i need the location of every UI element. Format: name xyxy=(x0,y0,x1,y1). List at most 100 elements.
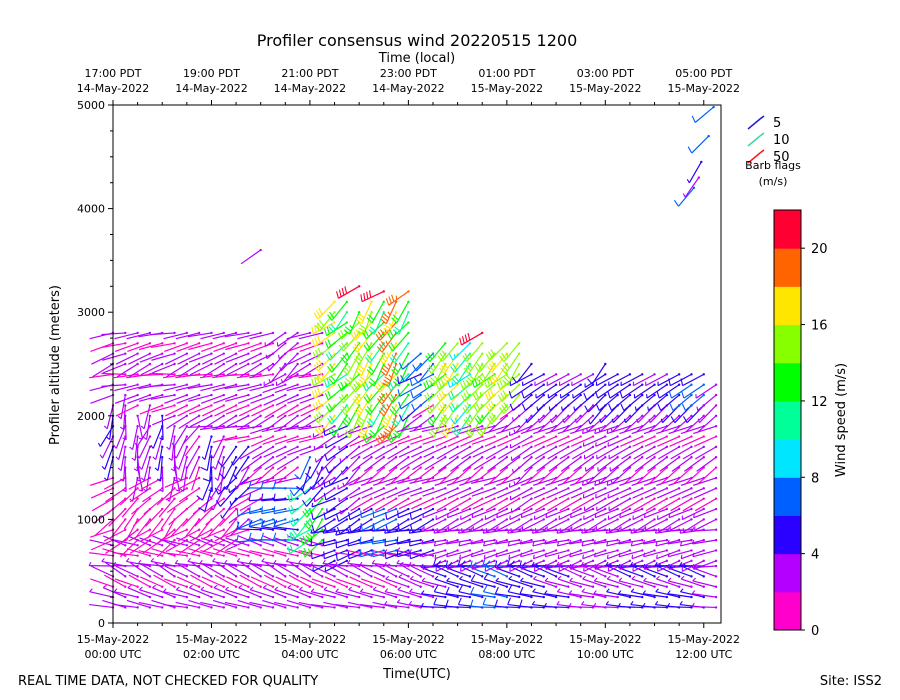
wind-barb-flag xyxy=(459,337,462,346)
wind-barb-flag xyxy=(490,400,495,408)
wind-barb-base xyxy=(234,456,238,459)
wind-barb-base xyxy=(591,373,595,376)
wind-barb-base xyxy=(296,456,299,459)
wind-barb-base xyxy=(567,518,570,521)
wind-barb-base xyxy=(493,606,496,609)
wind-barb-base xyxy=(124,404,127,407)
wind-barb xyxy=(226,576,249,588)
wind-barb-flag xyxy=(611,418,614,423)
wind-barb xyxy=(596,498,618,512)
wind-barb xyxy=(409,425,434,433)
wind-barb-flag xyxy=(386,403,390,408)
wind-barb-flag xyxy=(310,561,314,566)
wind-barb-flag xyxy=(439,404,445,412)
wind-barb-base xyxy=(161,595,164,599)
wind-barb-flag xyxy=(156,478,161,482)
wind-barb-flag xyxy=(446,513,449,518)
wind-barb-flag xyxy=(388,296,392,304)
wind-barb xyxy=(606,425,631,435)
wind-barb-flag xyxy=(474,366,480,373)
wind-barb xyxy=(299,394,323,404)
wind-barb xyxy=(437,456,458,472)
wind-barb-flag xyxy=(355,380,361,388)
wind-barb-base xyxy=(530,445,533,449)
wind-barb-base xyxy=(197,544,201,547)
wind-barb xyxy=(510,487,532,501)
wind-barb xyxy=(648,415,668,433)
wind-barb xyxy=(691,135,710,154)
wind-barb xyxy=(342,456,360,475)
wind-barb-flag xyxy=(397,523,400,531)
wind-barb-base xyxy=(653,373,656,376)
wind-barb-flag xyxy=(424,394,429,402)
wind-barb-flag xyxy=(461,336,465,344)
wind-barb-base xyxy=(456,518,459,521)
wind-barb-flag xyxy=(387,311,391,316)
wind-barb-flag xyxy=(400,375,405,382)
wind-barb xyxy=(441,394,459,414)
wind-barb xyxy=(239,498,261,512)
wind-barb-flag xyxy=(453,427,460,434)
wind-barb-base xyxy=(136,393,139,397)
wind-barb-flag xyxy=(489,388,494,397)
wind-barb-flag xyxy=(200,586,205,591)
wind-barb xyxy=(412,518,434,533)
wind-barb-flag xyxy=(426,392,431,400)
wind-barb-base xyxy=(641,585,644,588)
wind-barb xyxy=(596,446,618,460)
wind-barb xyxy=(570,567,594,577)
wind-barb-base xyxy=(530,456,533,459)
wind-barb-flag xyxy=(359,536,362,544)
wind-barb-base xyxy=(394,575,398,578)
wind-barb xyxy=(451,467,471,485)
wind-barb-base xyxy=(702,585,705,588)
wind-barb xyxy=(323,539,347,547)
wind-barb-flag xyxy=(446,577,450,582)
wind-barb-flag xyxy=(420,563,424,568)
wind-barb-flag xyxy=(328,481,332,486)
wind-barb-flag xyxy=(390,342,396,349)
wind-barb-flag xyxy=(463,392,468,400)
wind-barb xyxy=(374,498,397,512)
wind-barb xyxy=(657,508,680,521)
wind-barb-flag xyxy=(324,328,328,336)
wind-barb-flag xyxy=(366,406,373,413)
wind-barb xyxy=(249,508,274,515)
wind-barb xyxy=(398,446,421,458)
wind-barb-flag xyxy=(274,586,279,591)
wind-barb-flag xyxy=(290,532,296,539)
wind-barb-flag xyxy=(273,493,276,501)
wind-barb xyxy=(399,563,421,577)
wind-barb xyxy=(544,539,569,545)
wind-barb-flag xyxy=(391,406,397,413)
wind-barb-flag xyxy=(617,563,621,568)
wind-barb-base xyxy=(567,595,570,599)
wind-barb xyxy=(249,526,274,531)
wind-barb xyxy=(623,394,643,411)
wind-barb-base xyxy=(407,487,410,490)
wind-barb-base xyxy=(653,383,656,386)
colorbar-bin xyxy=(774,248,801,287)
wind-barb-base xyxy=(124,518,127,521)
wind-barb-flag xyxy=(421,577,426,582)
wind-barb xyxy=(422,487,446,497)
wind-barb-base xyxy=(321,445,324,449)
wind-barb-base xyxy=(517,575,521,578)
wind-barb-base xyxy=(124,352,127,355)
wind-barb-flag xyxy=(657,403,662,411)
wind-barb-flag xyxy=(643,577,647,582)
wind-barb-base xyxy=(616,559,619,563)
wind-barb xyxy=(311,498,335,508)
wind-barb xyxy=(398,373,421,385)
wind-barb-flag xyxy=(382,382,389,388)
wind-barb xyxy=(312,508,335,521)
wind-barb-base xyxy=(505,595,509,599)
wind-barb-base xyxy=(284,414,287,417)
wind-barb-base xyxy=(407,507,410,511)
wind-barb-base xyxy=(677,549,681,552)
wind-barb-flag xyxy=(273,506,276,514)
wind-barb-base xyxy=(677,414,681,417)
wind-barb-flag xyxy=(196,495,203,501)
wind-barb xyxy=(299,446,323,456)
wind-barb-flag xyxy=(380,392,387,400)
